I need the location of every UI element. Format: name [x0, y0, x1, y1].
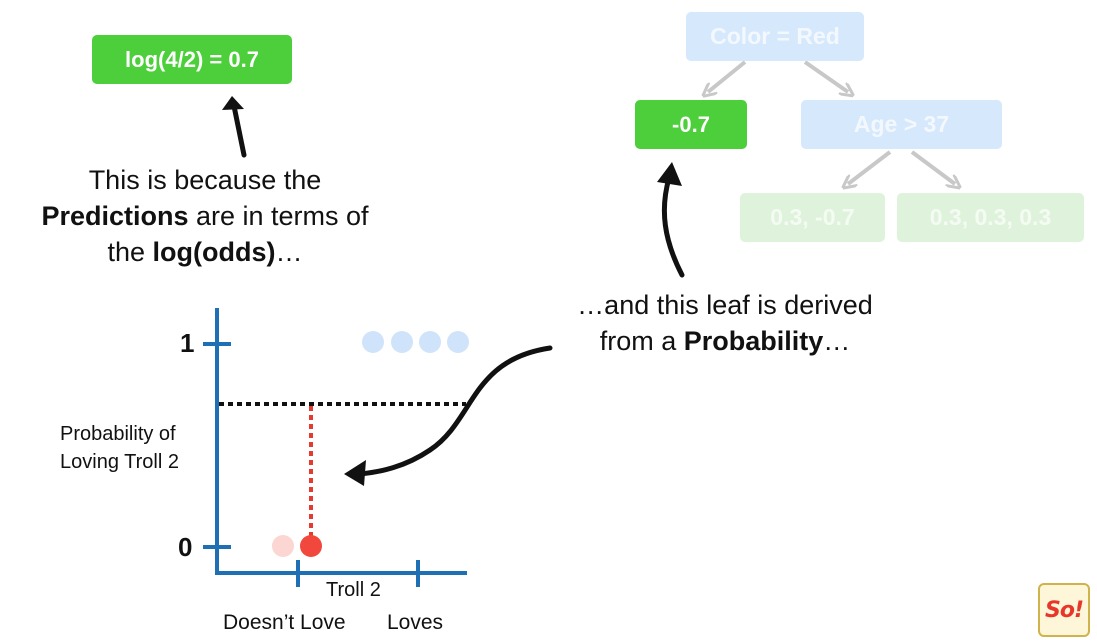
- statquest-logo: So!: [1038, 583, 1090, 637]
- tree-edge-age-right: [910, 150, 955, 184]
- x-axis-label: Troll 2: [326, 579, 381, 601]
- point-loves-2: [391, 331, 413, 353]
- left-caption-line2: Predictions are in terms of: [0, 198, 410, 234]
- x-tick-label-loves: Loves: [387, 611, 444, 634]
- right-caption: …and this leaf is derived from a Probabi…: [530, 287, 920, 359]
- y-axis-label-line1: Probability of: [60, 423, 176, 445]
- arrow-to-logodds-head: [222, 96, 244, 110]
- point-loves-1: [362, 331, 384, 353]
- tree-leaf-b-label: 0.3, 0.3, 0.3: [929, 204, 1052, 230]
- left-caption-line3-post: …: [275, 237, 303, 267]
- tree-leaf-a-label: 0.3, -0.7: [770, 204, 855, 230]
- tree-root-label: Color = Red: [710, 23, 840, 49]
- left-caption-bold-logodds: log(odds): [152, 237, 276, 267]
- left-caption-line2-rest: are in terms of: [188, 201, 369, 231]
- tree-edge-root-right: [803, 60, 848, 92]
- right-caption-line2-post: …: [823, 326, 851, 356]
- left-caption-line3: the log(odds)…: [0, 234, 410, 270]
- y-axis-label: Probability of Loving Troll 2: [60, 420, 210, 476]
- tree-edge-root-left: [708, 60, 747, 92]
- right-caption-line2: from a Probability…: [530, 323, 920, 359]
- tree-leaf-left-label: -0.7: [672, 111, 710, 137]
- y-tick-label-1: 1: [180, 328, 195, 358]
- tree-age-label: Age > 37: [853, 111, 950, 137]
- tree-root-node: Color = Red: [686, 12, 864, 61]
- left-caption: This is because the Predictions are in t…: [0, 162, 410, 270]
- right-caption-line2-pre: from a: [599, 326, 684, 356]
- arrow-to-plot-head: [344, 460, 366, 486]
- logo-text: So!: [1045, 597, 1084, 623]
- point-loves-3: [419, 331, 441, 353]
- left-caption-line3-pre: the: [107, 237, 153, 267]
- x-tick-label-doesnt-love: Doesn’t Love: [223, 611, 346, 634]
- tree-edge-age-left: [848, 150, 892, 184]
- y-axis-label-line2: Loving Troll 2: [60, 451, 179, 473]
- logodds-box: log(4/2) = 0.7: [92, 35, 292, 84]
- tree-leaf-b: 0.3, 0.3, 0.3: [897, 193, 1084, 242]
- y-tick-label-0: 0: [178, 532, 193, 562]
- right-caption-bold-probability: Probability: [683, 326, 824, 356]
- arrow-to-logodds-box: [231, 103, 247, 158]
- point-doesnt-love: [300, 535, 322, 557]
- arrow-to-leaf: [661, 175, 685, 278]
- arrow-to-leaf-head: [657, 162, 682, 186]
- point-loves-4: [447, 331, 469, 353]
- right-caption-line1: …and this leaf is derived: [577, 290, 873, 320]
- left-caption-bold-predictions: Predictions: [41, 201, 189, 231]
- logodds-box-label: log(4/2) = 0.7: [125, 46, 259, 72]
- tree-age-node: Age > 37: [801, 100, 1002, 149]
- tree-leaf-left: -0.7: [635, 100, 747, 149]
- left-caption-line1: This is because the: [88, 165, 322, 195]
- point-doesnt-love-faded: [272, 535, 294, 557]
- tree-leaf-a: 0.3, -0.7: [740, 193, 885, 242]
- arrow-to-plot: [357, 345, 553, 477]
